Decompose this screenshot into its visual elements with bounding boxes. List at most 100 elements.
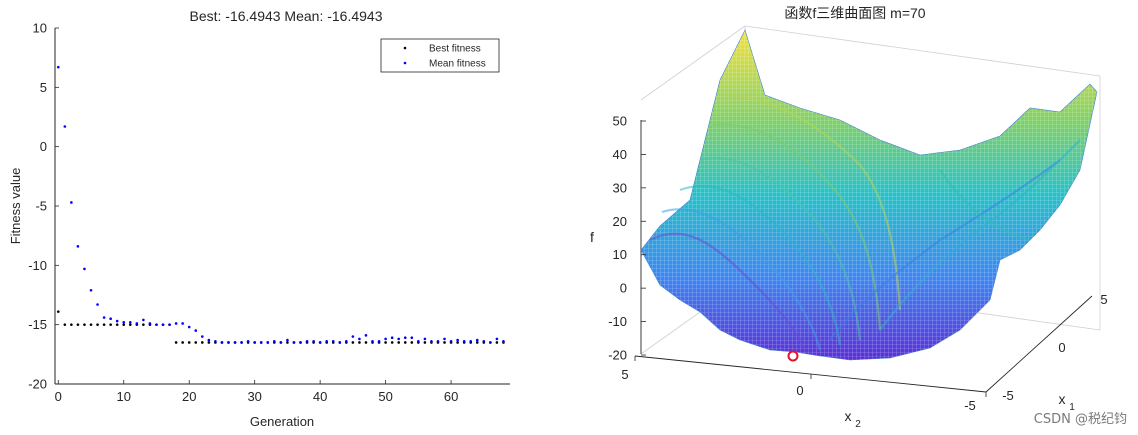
z-axis-label: f [590, 229, 594, 245]
best-fitness-point [116, 323, 119, 326]
mean-fitness-point [456, 339, 459, 342]
mean-fitness-point [201, 335, 204, 338]
x2-tick-label: -5 [964, 398, 976, 413]
mean-fitness-point [312, 340, 315, 343]
mean-fitness-point [469, 340, 472, 343]
mean-fitness-point [234, 341, 237, 344]
best-fitness-point [181, 341, 184, 344]
mean-fitness-point [194, 329, 197, 332]
best-fitness-point [175, 341, 178, 344]
best-fitness-point [201, 341, 204, 344]
best-fitness-point [391, 341, 394, 344]
mean-fitness-point [332, 340, 335, 343]
y-tick-label: -15 [28, 317, 47, 332]
surface-grid-overlay [641, 30, 1097, 360]
mean-fitness-point [77, 245, 80, 248]
mean-fitness-point [162, 323, 165, 326]
mean-fitness-point [437, 340, 440, 343]
best-fitness-point [476, 341, 479, 344]
data-points [57, 66, 505, 344]
mean-fitness-point [424, 338, 427, 341]
best-fitness-point [456, 341, 459, 344]
mean-fitness-point [96, 303, 99, 306]
mean-fitness-point [273, 340, 276, 343]
mean-fitness-point [208, 339, 211, 342]
mean-fitness-point [240, 341, 243, 344]
mean-fitness-point [260, 341, 263, 344]
mean-fitness-point [476, 339, 479, 342]
legend-label-mean: Mean fitness [429, 59, 486, 70]
mean-fitness-point [168, 323, 171, 326]
mean-fitness-point [70, 201, 73, 204]
x1-tick-label: 5 [1100, 292, 1107, 307]
mean-fitness-point [136, 322, 139, 325]
mean-fitness-point [286, 339, 289, 342]
best-fitness-point [194, 341, 197, 344]
x2-axis-label: x 2 [845, 408, 862, 430]
z-tick-label: 10 [613, 247, 627, 262]
x-tick-label: 10 [117, 389, 131, 404]
x-tick-label: 40 [313, 389, 327, 404]
best-fitness-point [103, 323, 106, 326]
x1-ticks: -5 0 5 [1002, 292, 1107, 403]
fitness-chart: Best: -16.4943 Mean: -16.4943 1050-5-10-… [8, 8, 510, 429]
legend: Best fitness Mean fitness [381, 39, 499, 72]
mean-fitness-point [483, 340, 486, 343]
mean-fitness-point [365, 334, 368, 337]
mean-fitness-point [338, 341, 341, 344]
mean-fitness-point [149, 322, 152, 325]
x2-tick-label: 0 [796, 383, 803, 398]
mean-fitness-point [214, 340, 217, 343]
best-fitness-point [96, 323, 99, 326]
legend-marker-mean [404, 62, 407, 65]
mean-fitness-point [502, 340, 505, 343]
best-fitness-point [77, 323, 80, 326]
mean-fitness-point [280, 341, 283, 344]
watermark: CSDN @税纪钧 [1034, 412, 1127, 427]
best-fitness-point [57, 310, 60, 313]
x-tick-label: 60 [444, 389, 458, 404]
surface-mesh [641, 30, 1097, 361]
best-fitness-point [397, 341, 400, 344]
mean-fitness-point [122, 321, 125, 324]
best-fitness-point [109, 323, 112, 326]
mean-fitness-point [496, 338, 499, 341]
best-fitness-point [90, 323, 93, 326]
mean-fitness-point [384, 338, 387, 341]
x-tick-label: 20 [182, 389, 196, 404]
mean-fitness-point [116, 320, 119, 323]
x1-axis-label: x 1 [1059, 391, 1076, 413]
best-fitness-point [70, 323, 73, 326]
mean-fitness-point [319, 341, 322, 344]
z-ticks: 50403020100-10-20 [608, 114, 646, 363]
x1-tick-label: -5 [1002, 388, 1014, 403]
best-fitness-point [443, 341, 446, 344]
mean-fitness-point [391, 336, 394, 339]
mean-fitness-point [83, 268, 86, 271]
mean-fitness-point [410, 336, 413, 339]
mean-fitness-point [430, 340, 433, 343]
mean-fitness-point [489, 341, 492, 344]
surface-chart: 函数f三维曲面图 m=70 [590, 5, 1108, 430]
y-axis-label: Fitness value [8, 168, 23, 245]
mean-fitness-point [404, 336, 407, 339]
best-fitness-point [410, 341, 413, 344]
mean-fitness-point [371, 340, 374, 343]
x2-tick-label: 5 [621, 367, 628, 382]
x-tick-label: 0 [55, 389, 62, 404]
y-tick-label: 0 [40, 139, 47, 154]
fitness-chart-title: Best: -16.4943 Mean: -16.4943 [189, 8, 382, 24]
best-fitness-point [286, 341, 289, 344]
z-tick-label: 40 [613, 147, 627, 162]
z-tick-label: 0 [620, 281, 627, 296]
z-tick-label: 20 [613, 214, 627, 229]
mean-fitness-point [378, 340, 381, 343]
x1-tick-label: 0 [1058, 340, 1065, 355]
x-tick-label: 30 [247, 389, 261, 404]
best-fitness-point [64, 323, 67, 326]
mean-fitness-point [181, 322, 184, 325]
mean-fitness-point [306, 340, 309, 343]
svg-text:2: 2 [855, 419, 861, 430]
mean-fitness-point [345, 340, 348, 343]
best-fitness-point [208, 341, 211, 344]
